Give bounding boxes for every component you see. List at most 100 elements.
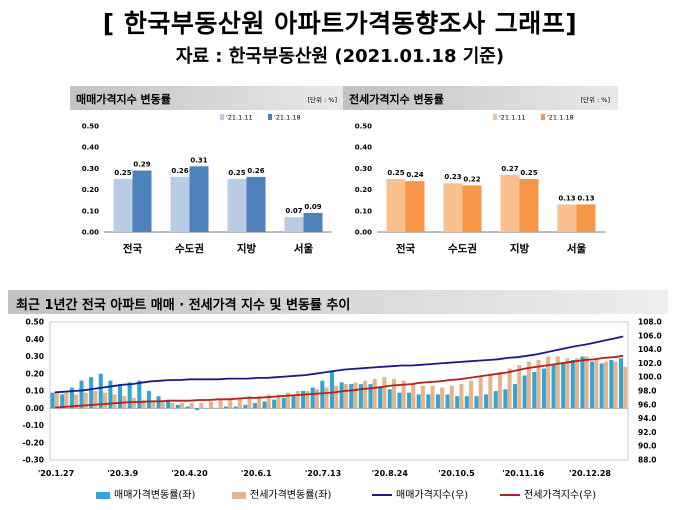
jeonse-change-bar-label: 0.13 [558,194,575,202]
trend-bar [102,392,108,409]
jeonse-change-bar-label: 0.25 [520,169,537,177]
trend-xtick: '20.3.9 [107,469,138,478]
sale-change-ytick: 0.00 [82,229,99,237]
sale-change-bar-label: 0.07 [285,207,302,215]
trend-bar [137,380,142,409]
trend-bar [378,387,383,409]
trend-bar [156,396,161,409]
trend-xtick: '20.6.1 [241,469,272,478]
jeonse-change-header: 전세가격지수 변동률 [단위 : %] [343,86,618,110]
sale-change-bar-label: 0.25 [114,169,131,177]
trend-bar [276,394,281,409]
sale-change-chart: 0.00 0.10 0.20 0.30 0.40 0.50 '21.1.11 '21.1.18… [82,114,332,255]
trend-bar [93,391,98,409]
trend-bar [497,372,502,409]
trend-bar [291,396,296,409]
trend-bar [189,403,194,409]
trend-bar [580,356,585,409]
sale-change-legend-label: '21.1.11 [226,114,253,122]
trend-bar [199,403,204,409]
trend-bar [618,358,623,409]
legend-sale-index: 매매가격지수(우) [372,486,468,501]
trend-bar [599,363,604,409]
sale-change-ytick: 0.50 [82,123,99,131]
jeonse-change-category-label: 지방 [510,242,530,255]
trend-bar [295,391,300,409]
page-title: [ 한국부동산원 아파트가격동향조사 그래프] [102,9,578,38]
trend-bar [60,394,65,409]
legend-sale-rate-label: 매매가격변동률(좌) [114,490,196,501]
trend-bar [435,394,440,409]
sale-change-bar [189,166,209,232]
trend-bar [613,361,618,409]
trend-right-ytick: 96.0 [638,400,657,409]
trend-bar [237,397,242,409]
trend-bar [79,380,84,409]
trend-bar [488,373,493,409]
jeonse-change-bar-label: 0.23 [444,173,461,181]
trend-right-ytick: 88.0 [638,456,657,465]
trend-bar [474,396,479,409]
trend-bar [64,392,69,409]
trend-bar [146,391,151,409]
trend-bar [349,384,354,409]
trend-bar [464,396,469,409]
trend-bar [459,384,464,409]
jeonse-change-legend-swatch [493,114,497,120]
sale-change-bar [113,179,133,232]
trend-bar [623,366,628,409]
trend-bar [368,384,373,409]
sale-change-bar-label: 0.26 [171,167,188,175]
trend-bar [478,377,483,409]
trend-bar [445,394,450,409]
trend-bar [305,391,310,409]
trend-bar [503,389,508,409]
trend-bar [320,380,325,409]
trend-bar [609,359,614,409]
trend-xtick: '20.1.27 [38,469,74,478]
jeonse-change-title: 전세가격지수 변동률 [349,93,444,106]
trend-left-ytick: 0.00 [25,404,44,413]
trend-bar [561,363,566,409]
trend-bar [83,392,88,409]
sale-change-ytick: 0.30 [82,165,99,173]
trend-bar [358,384,363,409]
trend-bar [151,401,156,409]
jeonse-change-bar [500,174,520,232]
trend-bar [353,382,358,409]
trend-xtick: '20.12.28 [569,469,611,478]
trend-bar [286,392,291,409]
jeonse-change-bar [576,204,596,232]
trend-bar [420,385,425,409]
trend-left-ytick: -0.10 [22,421,44,430]
sale-change-category-label: 수도권 [175,243,204,255]
trend-bar [391,378,397,409]
jeonse-change-chart: 0.00 0.10 0.20 0.30 0.40 0.50 '21.1.11 '21.1.18… [355,114,605,255]
trend-bar [575,358,580,409]
trend-bar [175,404,180,409]
trend-right-ytick: 98.0 [638,387,657,396]
trend-bar [208,401,213,409]
trend-bar [339,382,344,409]
jeonse-change-bar [443,183,463,232]
trend-left-ytick: 0.10 [25,387,44,396]
trend-bar [257,396,262,409]
sale-change-legend-swatch [268,114,272,120]
trend-bar [89,377,94,409]
jeonse-change-unit: [단위 : %] [580,96,610,104]
jeonse-change-bar-label: 0.22 [463,175,480,183]
legend-jeonse-rate-label: 전세가격변동률(좌) [250,490,332,501]
sale-change-panel: 매매가격지수 변동률 [단위 : %] 0.00 0.10 0.20 0.30 0.40… [70,86,345,269]
jeonse-change-panel: 전세가격지수 변동률 [단위 : %] 0.00 0.10 0.20 0.30 0.40… [343,86,618,269]
trend-bar [517,365,522,409]
sale-change-title: 매매가격지수 변동률 [76,93,171,106]
trend-bar [324,387,329,409]
trend-bar [507,368,512,409]
sale-change-category-label: 지방 [237,242,257,255]
jeonse-change-bar [386,179,406,232]
trend-left-ytick: 0.20 [25,369,44,378]
trend-bar [108,380,113,409]
trend-bar [594,359,599,409]
trend-bar [180,403,185,409]
trend-legend: 매매가격변동률(좌) 전세가격변동률(좌) 매매가격지수(우) 전세가격지수(우… [96,486,656,502]
